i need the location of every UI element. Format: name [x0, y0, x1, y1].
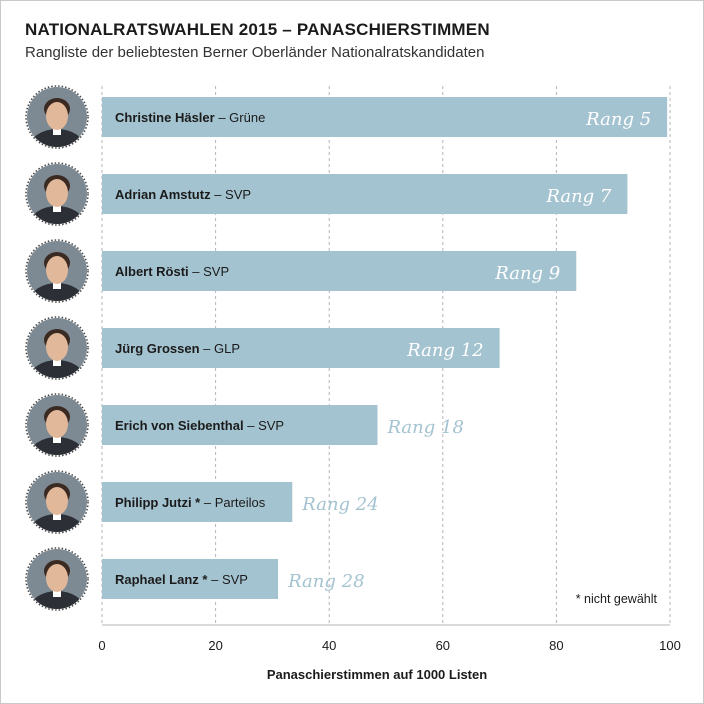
bar [102, 482, 293, 522]
portrait-border [25, 547, 89, 611]
party-separator: – [200, 495, 214, 510]
avatar-layer [25, 85, 89, 611]
candidate-label: Raphael Lanz * – SVP [115, 572, 248, 587]
candidate-name: Adrian Amstutz [115, 187, 211, 202]
candidate-portrait [25, 162, 89, 226]
portrait-border [25, 239, 89, 303]
candidate-name: Jürg Grossen [115, 341, 200, 356]
bar [102, 405, 378, 445]
candidate-party: SVP [222, 572, 248, 587]
portrait-border [25, 470, 89, 534]
candidate-party: SVP [258, 418, 284, 433]
x-tick-label: 20 [208, 638, 222, 653]
candidate-party: Parteilos [215, 495, 266, 510]
x-tick-label: 80 [549, 638, 563, 653]
candidate-party: GLP [214, 341, 240, 356]
candidate-label: Albert Rösti – SVP [115, 264, 229, 279]
rank-label: Rang 7 [545, 186, 612, 207]
rank-label: Rang 18 [386, 417, 463, 438]
bar [102, 251, 577, 291]
portrait-border [25, 162, 89, 226]
portrait-border [25, 316, 89, 380]
candidate-name: Raphael Lanz [115, 572, 199, 587]
candidate-party: SVP [203, 264, 229, 279]
rank-label: Rang 5 [585, 109, 651, 130]
candidate-portrait [25, 316, 89, 380]
candidate-label: Adrian Amstutz – SVP [115, 187, 251, 202]
bar [102, 97, 668, 137]
candidate-portrait [25, 470, 89, 534]
candidate-portrait [25, 547, 89, 611]
bar [102, 174, 628, 214]
rank-label: Rang 24 [301, 494, 378, 515]
candidate-portrait [25, 393, 89, 457]
candidate-label: Philipp Jutzi * – Parteilos [115, 495, 266, 510]
candidate-name: Philipp Jutzi [115, 495, 192, 510]
candidate-party: Grüne [229, 110, 265, 125]
x-axis: 0 20 40 60 80 100 [98, 624, 681, 653]
party-separator: – [244, 418, 258, 433]
bar [102, 559, 279, 599]
not-elected-star: * [192, 495, 202, 510]
candidate-portrait [25, 239, 89, 303]
candidate-name: Erich von Siebenthal [115, 418, 244, 433]
bars-layer: Christine Häsler – Grüne Rang 5 Adrian Ams… [102, 97, 668, 599]
footnote: * nicht gewählt [576, 592, 658, 606]
x-tick-label: 100 [659, 638, 681, 653]
party-separator: – [215, 110, 229, 125]
chart-title: NATIONALRATSWAHLEN 2015 – PANASCHIERSTIM… [25, 20, 490, 39]
x-tick-label: 0 [98, 638, 105, 653]
candidate-portrait [25, 85, 89, 149]
chart-subtitle: Rangliste der beliebtesten Berner Oberlä… [25, 44, 485, 61]
candidate-label: Christine Häsler – Grüne [115, 110, 265, 125]
candidate-name: Christine Häsler [115, 110, 215, 125]
x-tick-label: 60 [436, 638, 450, 653]
not-elected-star: * [199, 572, 209, 587]
party-separator: – [189, 264, 203, 279]
party-separator: – [211, 187, 225, 202]
x-axis-label: Panaschierstimmen auf 1000 Listen [267, 667, 487, 682]
party-separator: – [200, 341, 214, 356]
portrait-border [25, 393, 89, 457]
x-tick-label: 40 [322, 638, 336, 653]
candidate-party: SVP [225, 187, 251, 202]
portrait-border [25, 85, 89, 149]
candidate-name: Albert Rösti [115, 264, 189, 279]
rank-label: Rang 28 [287, 571, 364, 592]
bar [102, 328, 500, 368]
candidate-label: Erich von Siebenthal – SVP [115, 418, 284, 433]
rank-label: Rang 9 [494, 263, 560, 284]
party-separator: – [207, 572, 221, 587]
rank-label: Rang 12 [406, 340, 483, 361]
candidate-label: Jürg Grossen – GLP [115, 341, 240, 356]
